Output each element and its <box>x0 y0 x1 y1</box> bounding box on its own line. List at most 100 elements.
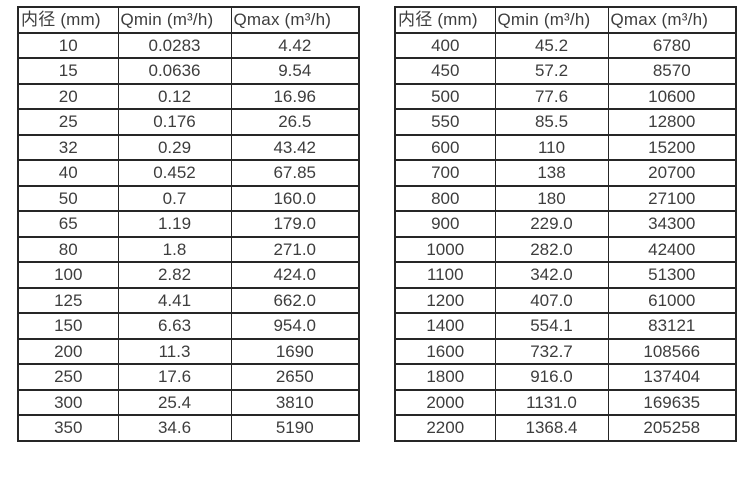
table-row: 2200 1368.4 205258 <box>394 414 737 442</box>
table-row: 450 57.2 8570 <box>394 57 737 85</box>
table-cell: 20700 <box>607 159 737 187</box>
table-cell: 350 <box>17 414 119 442</box>
table-row: 150 6.63 954.0 <box>17 312 360 340</box>
table-cell: 205258 <box>607 414 737 442</box>
table-cell: 1000 <box>394 235 496 263</box>
table-cell: 554.1 <box>494 312 609 340</box>
table-row: 40 0.452 67.85 <box>17 159 360 187</box>
table-cell: 160.0 <box>230 184 360 212</box>
table-cell: 6780 <box>607 31 737 59</box>
table-cell: 282.0 <box>494 235 609 263</box>
table-cell: 1131.0 <box>494 388 609 416</box>
column-header: 内径 (mm) <box>17 6 119 34</box>
table-row: 80 1.8 271.0 <box>17 235 360 263</box>
table-row: 200 11.3 1690 <box>17 337 360 365</box>
table-cell: 1400 <box>394 312 496 340</box>
table-cell: 0.7 <box>117 184 232 212</box>
table-cell: 732.7 <box>494 337 609 365</box>
table-cell: 169635 <box>607 388 737 416</box>
table-cell: 16.96 <box>230 82 360 110</box>
table-row: 2000 1131.0 169635 <box>394 388 737 416</box>
header-row: 内径 (mm) Qmin (m³/h) Qmax (m³/h) <box>17 6 360 34</box>
table-cell: 26.5 <box>230 108 360 136</box>
table-cell: 550 <box>394 108 496 136</box>
table-cell: 40 <box>17 159 119 187</box>
table-cell: 179.0 <box>230 210 360 238</box>
table-cell: 34.6 <box>117 414 232 442</box>
table-cell: 77.6 <box>494 82 609 110</box>
table-cell: 3810 <box>230 388 360 416</box>
table-cell: 25 <box>17 108 119 136</box>
table-cell: 407.0 <box>494 286 609 314</box>
table-cell: 1100 <box>394 261 496 289</box>
table-cell: 17.6 <box>117 363 232 391</box>
table-cell: 80 <box>17 235 119 263</box>
table-cell: 45.2 <box>494 31 609 59</box>
table-cell: 1368.4 <box>494 414 609 442</box>
table-row: 500 77.6 10600 <box>394 82 737 110</box>
table-cell: 6.63 <box>117 312 232 340</box>
table-cell: 12800 <box>607 108 737 136</box>
table-cell: 954.0 <box>230 312 360 340</box>
table-row: 300 25.4 3810 <box>17 388 360 416</box>
table-cell: 61000 <box>607 286 737 314</box>
table-cell: 83121 <box>607 312 737 340</box>
table-row: 350 34.6 5190 <box>17 414 360 442</box>
table-row: 900 229.0 34300 <box>394 210 737 238</box>
table-cell: 0.452 <box>117 159 232 187</box>
table-cell: 67.85 <box>230 159 360 187</box>
table-cell: 65 <box>17 210 119 238</box>
table-body: 10 0.0283 4.42 15 0.0636 9.54 20 0.12 16.96 25 0.1… <box>17 31 360 442</box>
table-cell: 424.0 <box>230 261 360 289</box>
table-row: 600 110 15200 <box>394 133 737 161</box>
table-cell: 10600 <box>607 82 737 110</box>
spec-tables-container: 内径 (mm) Qmin (m³/h) Qmax (m³/h) 10 0.0283 4.… <box>17 6 737 442</box>
table-body: 400 45.2 6780 450 57.2 8570 500 77.6 10600 550 85.… <box>394 31 737 442</box>
table-cell: 2200 <box>394 414 496 442</box>
table-row: 400 45.2 6780 <box>394 31 737 59</box>
table-cell: 27100 <box>607 184 737 212</box>
table-row: 700 138 20700 <box>394 159 737 187</box>
table-cell: 1800 <box>394 363 496 391</box>
table-cell: 108566 <box>607 337 737 365</box>
table-cell: 51300 <box>607 261 737 289</box>
table-cell: 0.0283 <box>117 31 232 59</box>
table-cell: 1.8 <box>117 235 232 263</box>
column-header: Qmax (m³/h) <box>607 6 737 34</box>
table-cell: 0.29 <box>117 133 232 161</box>
table-cell: 20 <box>17 82 119 110</box>
table-cell: 32 <box>17 133 119 161</box>
table-row: 1600 732.7 108566 <box>394 337 737 365</box>
table-cell: 57.2 <box>494 57 609 85</box>
table-cell: 0.176 <box>117 108 232 136</box>
table-cell: 250 <box>17 363 119 391</box>
table-cell: 85.5 <box>494 108 609 136</box>
table-cell: 15 <box>17 57 119 85</box>
table-row: 10 0.0283 4.42 <box>17 31 360 59</box>
table-cell: 700 <box>394 159 496 187</box>
table-header: 内径 (mm) Qmin (m³/h) Qmax (m³/h) <box>394 6 737 34</box>
table-row: 1400 554.1 83121 <box>394 312 737 340</box>
column-header: Qmin (m³/h) <box>494 6 609 34</box>
table-cell: 150 <box>17 312 119 340</box>
table-cell: 342.0 <box>494 261 609 289</box>
table-cell: 500 <box>394 82 496 110</box>
table-cell: 9.54 <box>230 57 360 85</box>
table-cell: 4.41 <box>117 286 232 314</box>
table-cell: 125 <box>17 286 119 314</box>
table-cell: 229.0 <box>494 210 609 238</box>
table-cell: 34300 <box>607 210 737 238</box>
table-row: 15 0.0636 9.54 <box>17 57 360 85</box>
table-cell: 1.19 <box>117 210 232 238</box>
table-cell: 15200 <box>607 133 737 161</box>
table-cell: 5190 <box>230 414 360 442</box>
table-cell: 138 <box>494 159 609 187</box>
table-cell: 0.0636 <box>117 57 232 85</box>
table-row: 32 0.29 43.42 <box>17 133 360 161</box>
table-row: 65 1.19 179.0 <box>17 210 360 238</box>
table-cell: 137404 <box>607 363 737 391</box>
table-row: 50 0.7 160.0 <box>17 184 360 212</box>
table-cell: 800 <box>394 184 496 212</box>
table-cell: 43.42 <box>230 133 360 161</box>
table-cell: 1600 <box>394 337 496 365</box>
